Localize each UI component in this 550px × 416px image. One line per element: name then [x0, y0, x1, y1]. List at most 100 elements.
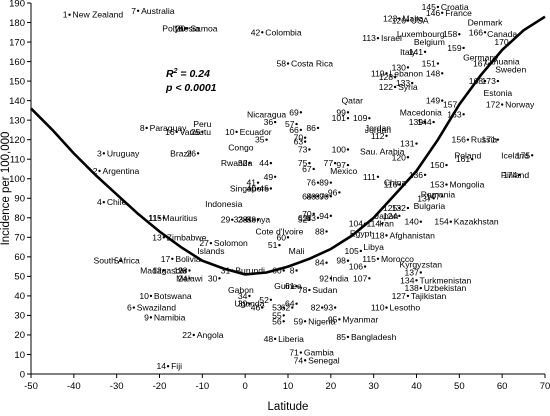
point-number: 94 [319, 211, 329, 221]
point-number: 24 [178, 273, 188, 283]
point-number: 10 [225, 127, 235, 137]
y-tick-label: 160 [9, 57, 25, 68]
data-point: 97 [336, 160, 350, 170]
point-marker [423, 120, 427, 124]
data-point: Belgium [414, 37, 445, 47]
data-point: 98 [336, 256, 350, 266]
country-label: Luxembourg [397, 29, 445, 39]
point-marker [423, 173, 427, 177]
y-tick-label: 110 [10, 155, 25, 166]
country-label: Argentina [103, 166, 140, 176]
country-label: Belgium [414, 37, 445, 47]
point-marker [149, 316, 153, 319]
point-number: 70 [294, 133, 304, 143]
data-point: India [330, 273, 349, 283]
data-point: 128 [379, 72, 397, 82]
point-number: 67 [302, 164, 312, 174]
data-point: 115 [148, 213, 165, 223]
country-label: Croatia [441, 2, 469, 12]
data-point: Finland [501, 170, 529, 180]
data-point: 60 [276, 232, 290, 242]
data-point: 93 [324, 303, 337, 313]
country-label: Fiji [171, 361, 182, 371]
point-marker [329, 195, 333, 198]
data-point: 120 [392, 152, 410, 162]
country-label: Islands [197, 246, 224, 256]
y-tick-label: 10 [14, 350, 25, 361]
point-number: 90 [319, 191, 329, 201]
point-number: 41 [246, 178, 256, 188]
data-point: Congo [228, 142, 254, 152]
point-number: 150 [430, 160, 445, 170]
point-number: 33 [234, 215, 244, 225]
point-number: 122 [379, 82, 394, 92]
point-number: 66 [289, 125, 299, 135]
data-point: Germany [463, 53, 499, 63]
data-point: 149 [426, 96, 444, 106]
point-number: 137 [417, 193, 432, 203]
country-label: China [384, 178, 407, 188]
country-label: Lithuania [485, 57, 520, 67]
country-label: Sudan [312, 285, 337, 295]
country-label: Congo [228, 142, 254, 152]
point-number: 29 [221, 215, 231, 225]
data-point: 145 Croatia [422, 2, 469, 12]
point-number: 26 [186, 148, 196, 158]
point-marker [175, 130, 178, 134]
point-marker [530, 154, 534, 157]
point-number: 10 [139, 291, 149, 301]
country-label: Uruguay [107, 148, 140, 158]
point-number: 100 [332, 144, 347, 154]
data-point: 20 Samoa [176, 23, 218, 33]
point-number: 157 [443, 100, 458, 110]
country-label: Peru [193, 119, 211, 129]
point-marker [286, 62, 290, 65]
data-point: 36 [264, 117, 277, 127]
point-number: 80 [306, 191, 316, 201]
x-tick-label: -30 [110, 381, 124, 392]
data-point: 132 [392, 203, 410, 213]
country-label: Macedonia [400, 107, 442, 117]
point-marker [329, 181, 333, 184]
point-number: 172 [486, 100, 501, 110]
data-point: Sau. Arabia [360, 146, 405, 156]
point-marker [248, 294, 251, 298]
point-number: 115 [148, 213, 162, 223]
point-marker [162, 216, 165, 219]
point-number: 34 [238, 291, 248, 301]
point-marker [299, 111, 303, 114]
y-tick-label: 180 [9, 18, 25, 29]
point-marker [415, 142, 418, 145]
point-number: 16 [165, 127, 175, 137]
country-label: Syria [398, 82, 418, 92]
point-number: 71 [289, 348, 299, 358]
point-marker [346, 117, 350, 120]
p-value-annotation: p < 0.0001 [165, 82, 217, 94]
data-point: 59 Nigeria [294, 316, 336, 326]
point-marker [303, 320, 307, 323]
point-marker [346, 111, 350, 114]
country-label: Singapore [230, 184, 269, 194]
data-point: 16 Vanautu [165, 127, 211, 137]
point-number: 105 [344, 246, 359, 256]
point-number: 99 [336, 107, 346, 117]
point-marker [381, 222, 384, 225]
point-marker [269, 161, 273, 165]
point-number: 123 [383, 14, 398, 24]
data-point: 55 [272, 310, 285, 320]
point-marker [312, 167, 315, 171]
data-point: 13 Zimbabwe [152, 232, 206, 242]
point-number: 70 [302, 209, 312, 219]
data-point: 139 [409, 117, 427, 127]
point-marker [496, 138, 500, 141]
point-number: 113 [362, 33, 376, 43]
point-number: 138 [404, 283, 419, 293]
point-number: 46 [251, 303, 261, 313]
data-point: 74 Senegal [294, 355, 340, 365]
x-tick-label: -20 [153, 381, 167, 392]
data-point: 3 Uruguay [97, 148, 140, 158]
data-point: Indonesia [205, 199, 242, 209]
point-number: 114 [367, 219, 381, 229]
point-number: 23 [178, 266, 188, 276]
point-marker [303, 136, 307, 139]
